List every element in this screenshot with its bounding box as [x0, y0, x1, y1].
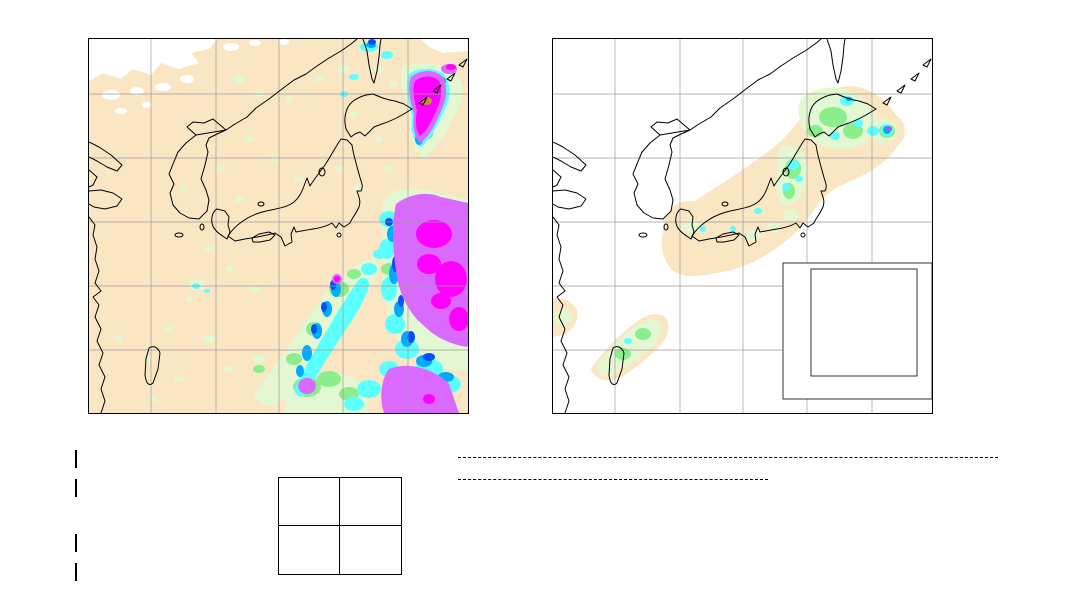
left-map-gridlines: [89, 39, 468, 413]
occurrence-fraction-chart: [38, 434, 238, 512]
scatter-inset-axes: [810, 268, 918, 377]
colorbar: [966, 36, 1056, 466]
contingency-cell-nn: [279, 478, 340, 526]
totalrain-connectors: [75, 552, 212, 563]
contingency-cell-yn: [279, 526, 340, 574]
radar-map-canvas: [553, 39, 932, 413]
contingency-table: [235, 434, 413, 594]
contingency-grid: [278, 477, 402, 575]
contingency-cell-yy: [340, 526, 401, 574]
divider-dashed-header: [458, 479, 768, 480]
radar-rain-violet-spot: [886, 126, 892, 132]
totalrain-obs-bar: [75, 563, 77, 581]
totalrain-est-bar: [75, 534, 77, 552]
occurrence-connectors: [75, 468, 212, 479]
totalrain-fraction-chart: [38, 519, 238, 599]
radar-analysis-map: [552, 38, 933, 414]
gsmap-estimate-map: [88, 38, 469, 414]
gsmap-missing-data-areas: [89, 39, 468, 114]
occurrence-est-bar: [75, 450, 77, 468]
gsmap-map-canvas: [89, 39, 468, 413]
contingency-cell-ny: [340, 478, 401, 526]
divider-dashed-top: [458, 457, 998, 458]
occurrence-obs-bar: [75, 479, 77, 497]
